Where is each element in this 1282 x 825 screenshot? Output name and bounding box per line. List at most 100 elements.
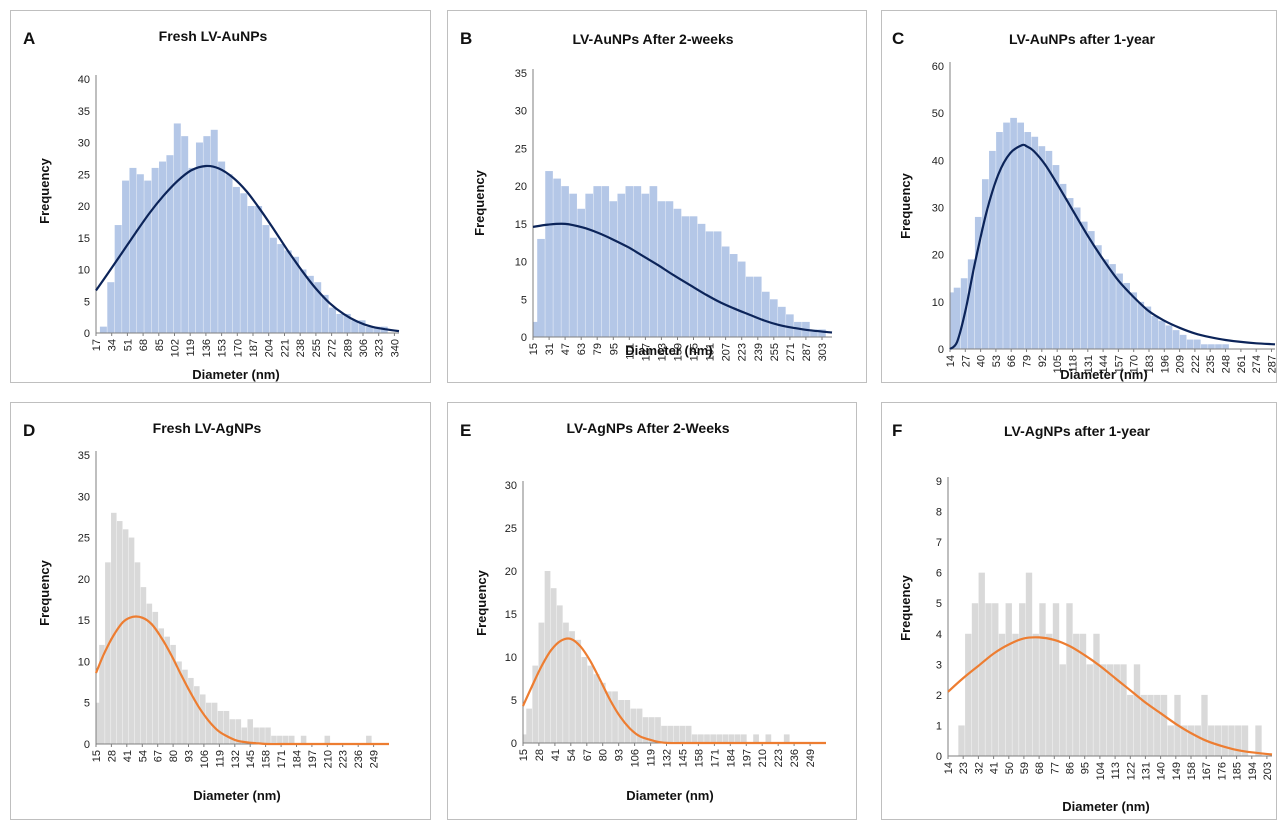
histogram-bar [218,161,226,333]
histogram-bar [277,735,283,744]
x-tick-label: 143 [656,343,668,361]
x-tick-label: 131 [1083,355,1095,373]
histogram-bar [292,256,300,333]
x-tick-label: 239 [753,343,765,361]
x-tick-label: 145 [245,750,257,768]
histogram-bar [253,727,259,744]
histogram-bar [299,269,307,333]
histogram-bar [633,186,642,337]
x-tick-label: 85 [154,339,166,351]
x-tick-label: 127 [640,343,652,361]
x-tick-label: 122 [1125,762,1137,780]
x-tick-label: 196 [1159,355,1171,373]
histogram-bar [996,132,1003,349]
histogram-bar [1221,725,1228,756]
y-axis-label: Frequency [898,574,913,641]
histogram-bar [553,178,561,337]
x-axis-label: Diameter (nm) [626,788,713,803]
histogram-bar [575,639,582,743]
x-tick-label: 68 [1034,762,1046,774]
histogram-bar [599,682,606,743]
histogram-bar [158,628,165,744]
histogram-bars [958,572,1262,756]
x-tick-label: 63 [576,343,588,355]
y-tick-label: 40 [932,155,944,167]
y-tick-label: 35 [515,68,527,80]
histogram-bars [523,571,790,743]
histogram-bar [1165,325,1173,349]
histogram-bar [205,702,212,744]
chart-E-svg: E LV-AgNPs After 2-Weeks 0 5 10 15 20 25 30 15 28 4… [460,420,826,803]
panel-label: B [460,29,472,48]
histogram-bar [1222,344,1229,349]
histogram-bar [1130,292,1138,349]
histogram-bar [965,633,972,756]
histogram-bar [585,193,593,337]
histogram-bar [713,231,722,337]
histogram-bar [277,244,285,333]
x-tick-label: 106 [199,750,211,768]
x-tick-label: 157 [1113,355,1125,373]
x-tick-label: 248 [1221,355,1233,373]
x-tick-label: 113 [1110,762,1122,780]
histogram-bar [1086,664,1093,756]
x-tick-label: 175 [689,343,701,361]
x-tick-label: 106 [630,749,642,767]
x-tick-label: 140 [1156,762,1168,780]
histogram-bar [673,208,682,337]
x-tick-label: 40 [976,355,988,367]
histogram-bar [953,287,961,349]
histogram-bar [255,206,263,333]
x-tick-label: 183 [1144,355,1156,373]
panel-D: D Fresh LV-AgNPs 0 5 10 15 20 25 30 35 15 28 41 54 67 8… [10,402,431,820]
x-tick-label: 80 [598,749,610,761]
histogram-bar [351,320,359,333]
y-tick-label: 4 [936,629,942,641]
histogram-bar [989,150,996,349]
histogram-bar [728,734,735,743]
histogram-bar [971,603,979,756]
y-tick-label: 10 [505,652,517,664]
histogram-bar [1140,694,1147,756]
histogram-bar [648,717,655,743]
histogram-bar [265,727,271,744]
histogram-bar [636,708,643,743]
x-tick-label: 14 [943,762,955,774]
histogram-bar [818,329,826,337]
y-tick-label: 10 [78,265,90,277]
histogram-bar [1024,132,1032,349]
histogram-bar [981,179,989,349]
x-tick-label: 289 [342,339,354,357]
histogram-bar [679,725,686,743]
x-tick-label: 207 [721,343,733,361]
x-tick-label: 171 [276,750,288,768]
y-tick-label: 20 [515,181,527,193]
y-tick-label: 30 [78,138,90,150]
histogram-bar [288,735,295,744]
x-axis-label: Diameter (nm) [192,367,279,382]
histogram-bar [203,136,211,333]
y-tick-label: 2 [936,690,942,702]
histogram-bar [689,216,698,337]
histogram-bar [1147,694,1154,756]
histogram-bar [217,710,224,744]
histogram-bar [630,708,637,743]
x-tick-label: 185 [1232,762,1244,780]
histogram-bar [210,129,218,333]
y-axis-label: Frequency [37,559,52,626]
histogram-bar [698,734,704,743]
histogram-bar [1052,603,1060,756]
histogram-bar [778,306,786,337]
x-tick-label: 209 [1175,355,1187,373]
x-tick-label: 204 [264,339,276,357]
histogram-bar [1073,633,1080,756]
x-tick-label: 93 [614,749,626,761]
y-tick-label: 0 [521,332,527,344]
x-tick-label: 68 [138,339,150,351]
x-tick-label: 136 [201,339,213,357]
histogram-bar [134,562,141,744]
histogram-bar [194,686,200,744]
x-tick-label: 27 [960,355,972,367]
histogram-bar [240,193,248,333]
